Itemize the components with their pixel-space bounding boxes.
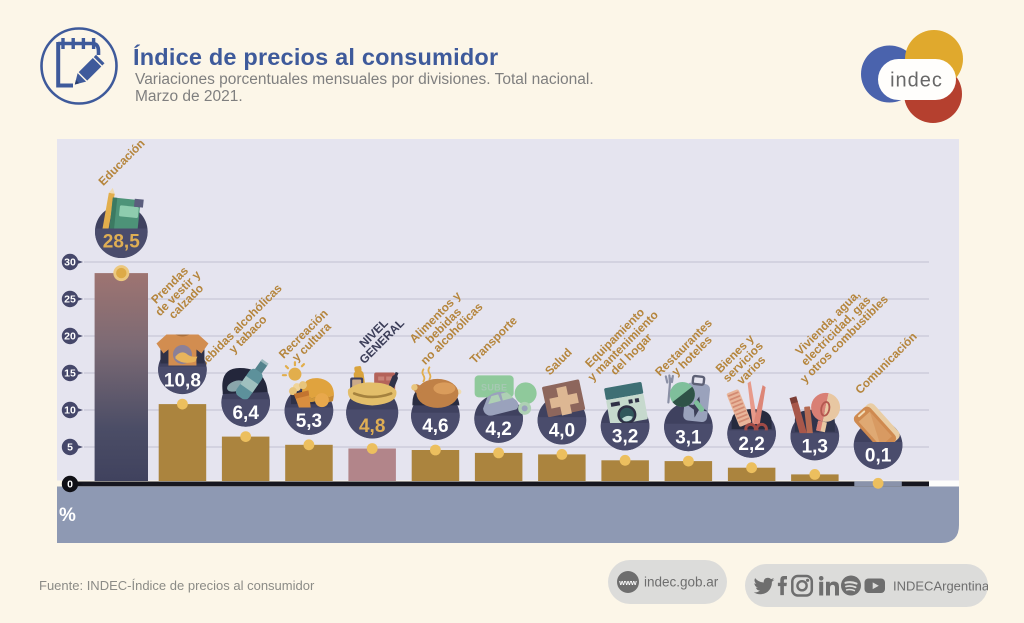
svg-text:www: www <box>618 578 637 587</box>
svg-text:10,8: 10,8 <box>164 370 201 391</box>
svg-text:30: 30 <box>64 257 76 269</box>
svg-text:4,2: 4,2 <box>485 419 511 440</box>
svg-text:5: 5 <box>67 442 73 454</box>
svg-text:6,4: 6,4 <box>232 403 259 424</box>
svg-text:INDECArgentina: INDECArgentina <box>893 579 988 594</box>
svg-text:15: 15 <box>64 368 76 380</box>
svg-text:4,0: 4,0 <box>549 421 575 442</box>
svg-text:indec.gob.ar: indec.gob.ar <box>644 575 719 590</box>
svg-text:indec: indec <box>890 70 943 92</box>
svg-text:SUBE: SUBE <box>481 382 507 392</box>
svg-text:%: % <box>59 505 76 526</box>
svg-text:4,6: 4,6 <box>422 416 448 437</box>
svg-text:20: 20 <box>64 331 76 343</box>
svg-text:10: 10 <box>64 405 76 417</box>
svg-text:4,8: 4,8 <box>359 416 385 437</box>
svg-text:5,3: 5,3 <box>296 411 322 432</box>
svg-text:28,5: 28,5 <box>103 232 140 253</box>
svg-text:1,3: 1,3 <box>802 437 828 458</box>
svg-text:3,1: 3,1 <box>675 427 702 448</box>
svg-text:2,2: 2,2 <box>738 434 764 455</box>
svg-text:0,1: 0,1 <box>865 446 892 467</box>
svg-text:3,2: 3,2 <box>612 427 638 448</box>
svg-text:25: 25 <box>64 294 76 306</box>
svg-text:0: 0 <box>67 479 73 491</box>
